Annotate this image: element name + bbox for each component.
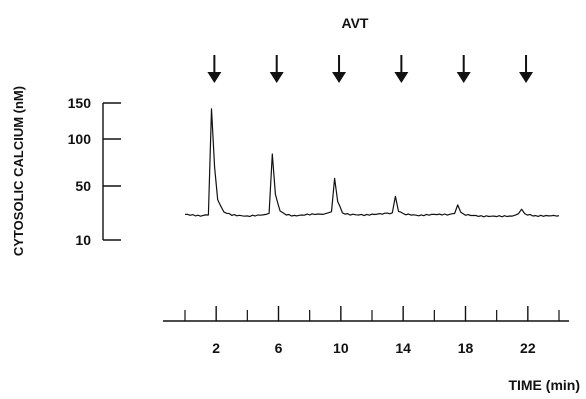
down-arrow-icon (394, 55, 409, 83)
arrow-head (519, 72, 534, 83)
down-arrow-icon (269, 55, 284, 83)
arrow-head (207, 72, 222, 83)
x-tick-label: 2 (212, 340, 220, 356)
y-axis: 10 50 100 150 (68, 95, 121, 248)
x-tick-label: 22 (520, 340, 536, 356)
y-axis-label: CYTOSOLIC CALCIUM (nM) (11, 86, 26, 256)
x-tick-label: 6 (275, 340, 283, 356)
stimulus-arrows (207, 55, 534, 83)
down-arrow-icon (332, 55, 347, 83)
down-arrow-icon (207, 55, 222, 83)
arrow-head (456, 72, 471, 83)
x-axis-label: TIME (min) (508, 377, 580, 393)
down-arrow-icon (519, 55, 534, 83)
arrow-head (394, 72, 409, 83)
y-tick-label: 100 (68, 131, 92, 147)
x-tick-label: 10 (333, 340, 349, 356)
stimulus-annotation: AVT (342, 15, 369, 31)
y-tick-label: 50 (75, 178, 91, 194)
arrow-head (332, 72, 347, 83)
y-tick-label: 10 (75, 232, 91, 248)
y-tick-label: 150 (68, 95, 92, 111)
x-tick-label: 18 (458, 340, 474, 356)
arrow-head (269, 72, 284, 83)
x-tick-label: 14 (395, 340, 411, 356)
x-axis: 2 6 10 14 18 22 (163, 306, 569, 356)
calcium-trace (184, 108, 560, 218)
down-arrow-icon (456, 55, 471, 83)
